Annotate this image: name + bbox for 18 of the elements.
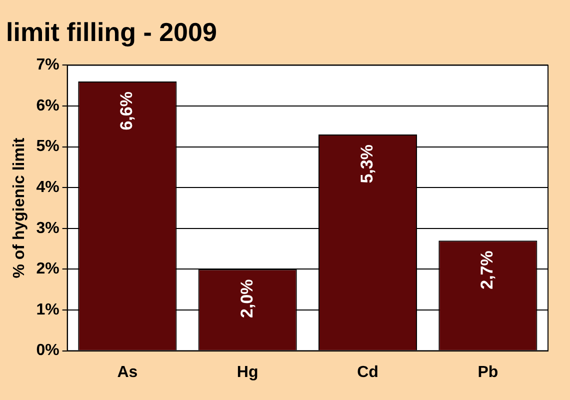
data-label: 6,6% [117, 92, 136, 130]
x-tick-label: Hg [236, 364, 258, 381]
y-tick-label: 4% [36, 179, 60, 196]
y-tick-label: 6% [36, 97, 60, 114]
y-tick-label: 7% [36, 56, 60, 74]
y-tick-label: 0% [36, 342, 60, 360]
x-tick-label: As [117, 364, 138, 381]
data-label: 2,0% [237, 279, 256, 318]
y-tick-label: 1% [36, 301, 60, 318]
x-tick-label: Cd [357, 364, 378, 381]
y-tick-label: 5% [36, 138, 60, 156]
data-label: 2,7% [478, 250, 497, 290]
data-label: 5,3% [357, 144, 376, 184]
y-tick-label: 3% [36, 220, 60, 237]
y-axis-title: % of hygienic limit [11, 137, 28, 278]
y-tick-label: 2% [36, 260, 60, 278]
chart-title: limit filling - 2009 [6, 16, 217, 47]
x-tick-label: Pb [478, 364, 498, 381]
